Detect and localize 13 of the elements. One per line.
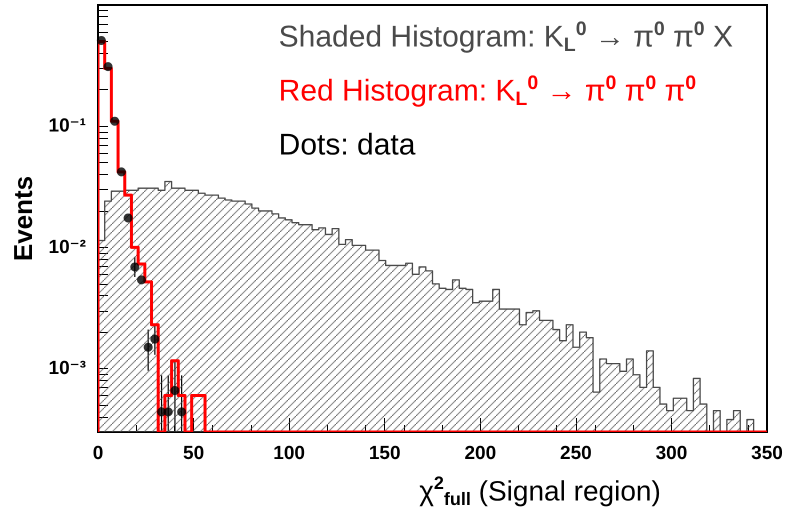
y-tick-label: 10⁻¹ [48, 116, 86, 137]
x-tick-label: 300 [656, 443, 688, 464]
y-tick-label: 10⁻³ [48, 358, 86, 380]
x-tick-label: 0 [92, 443, 104, 464]
x-tick-label: 250 [560, 443, 592, 464]
x-tick-label: 350 [751, 443, 783, 464]
x-tick-label: 200 [464, 443, 496, 464]
text: Dots: data [278, 128, 416, 162]
y-axis-title: Events [8, 176, 38, 262]
x-tick-label: 100 [273, 443, 305, 464]
y-tick-label: 10⁻² [48, 236, 86, 258]
x-tick-label: 150 [368, 443, 401, 464]
x-tick-label: 50 [183, 443, 204, 464]
